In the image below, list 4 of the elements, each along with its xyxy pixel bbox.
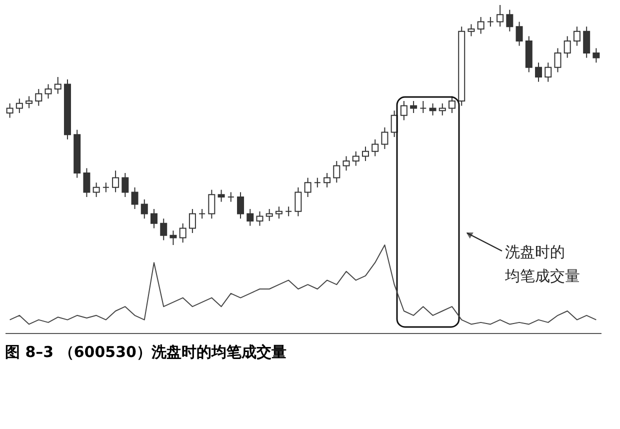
candlestick — [227, 192, 234, 202]
candlestick — [420, 101, 427, 113]
text: 图 8–3 （600530）洗盘时的均笔成交量 — [5, 343, 286, 361]
annotation: 洗盘时的均笔成交量 — [504, 243, 580, 285]
